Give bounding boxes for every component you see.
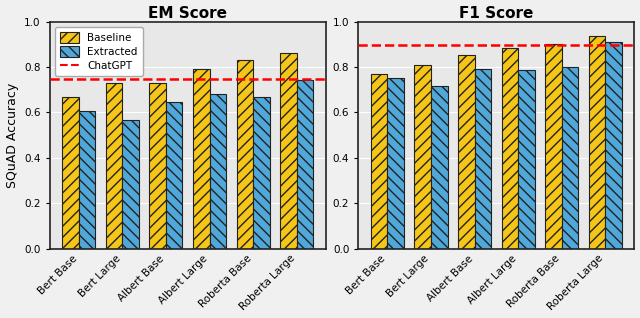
- Bar: [415, 65, 431, 249]
- Bar: [605, 42, 622, 249]
- Bar: [166, 102, 182, 249]
- Bar: [106, 83, 122, 249]
- Bar: [193, 69, 209, 249]
- Title: F1 Score: F1 Score: [459, 5, 534, 21]
- Bar: [237, 60, 253, 249]
- Legend: Baseline, Extracted, ChatGPT: Baseline, Extracted, ChatGPT: [55, 27, 143, 76]
- Bar: [458, 55, 475, 249]
- Bar: [79, 111, 95, 249]
- Bar: [122, 120, 139, 249]
- Bar: [475, 69, 491, 249]
- Bar: [431, 86, 447, 249]
- Title: EM Score: EM Score: [148, 5, 227, 21]
- Bar: [387, 79, 404, 249]
- Bar: [545, 44, 562, 249]
- Bar: [518, 70, 534, 249]
- Bar: [371, 74, 387, 249]
- Y-axis label: SQuAD Accuracy: SQuAD Accuracy: [6, 82, 19, 188]
- Bar: [62, 97, 79, 249]
- Bar: [297, 80, 313, 249]
- Bar: [502, 48, 518, 249]
- Bar: [209, 94, 226, 249]
- Bar: [149, 83, 166, 249]
- Bar: [562, 67, 579, 249]
- Bar: [589, 37, 605, 249]
- Bar: [280, 53, 297, 249]
- Bar: [253, 97, 269, 249]
